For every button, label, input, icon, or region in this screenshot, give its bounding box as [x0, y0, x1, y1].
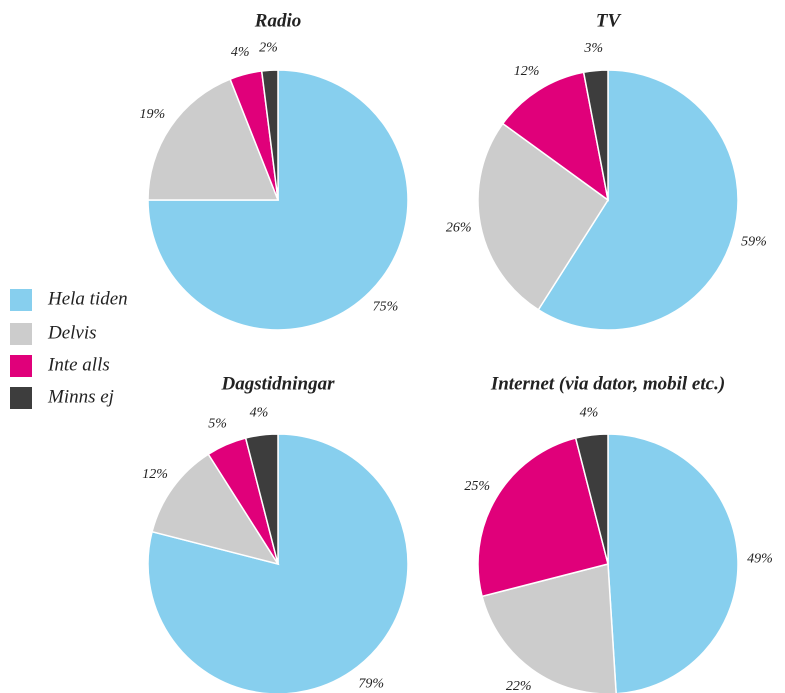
slice-label: 26%	[446, 221, 472, 236]
slice-label: 2%	[259, 41, 278, 56]
chart-title: Dagstidningar	[221, 373, 336, 394]
slice-label: 22%	[506, 679, 532, 693]
legend-label: Hela tiden	[47, 288, 128, 309]
pie-slice	[260, 69, 279, 201]
slice-label: 3%	[583, 41, 603, 56]
chart-title: Radio	[254, 10, 301, 31]
pie-slice	[151, 453, 280, 566]
chart-title: TV	[596, 10, 622, 31]
slice-label: 12%	[142, 467, 168, 482]
pie-slice	[537, 69, 739, 331]
legend-swatch	[10, 289, 32, 311]
pie-slice	[574, 433, 609, 565]
pie-slice	[582, 69, 609, 201]
legend-swatch	[10, 387, 32, 409]
pie-slice	[147, 78, 280, 201]
slice-label: 79%	[358, 676, 384, 691]
slice-label: 12%	[514, 64, 540, 79]
slice-label: 59%	[741, 235, 767, 250]
slice-label: 4%	[250, 405, 269, 420]
slice-label: 25%	[464, 479, 490, 494]
slice-label: 49%	[747, 551, 773, 566]
pie-slice	[244, 433, 279, 565]
pie-slice	[607, 433, 739, 693]
pie-slice	[481, 563, 617, 693]
legend-label: Minns ej	[47, 386, 114, 407]
pie-slice	[147, 433, 409, 693]
slice-label: 5%	[208, 417, 227, 432]
slice-label: 4%	[231, 45, 250, 60]
legend-label: Delvis	[47, 322, 97, 343]
pie-slice	[477, 122, 610, 311]
legend-swatch	[10, 355, 32, 377]
legend-label: Inte alls	[47, 354, 110, 375]
slice-label: 75%	[373, 300, 399, 315]
slice-label: 19%	[139, 107, 165, 122]
legend-swatch	[10, 323, 32, 345]
slice-label: 4%	[580, 405, 599, 420]
pie-slice	[147, 69, 409, 331]
pie-slice	[501, 71, 610, 202]
chart-title: Internet (via dator, mobil etc.)	[490, 373, 725, 394]
pie-slice	[477, 437, 609, 598]
